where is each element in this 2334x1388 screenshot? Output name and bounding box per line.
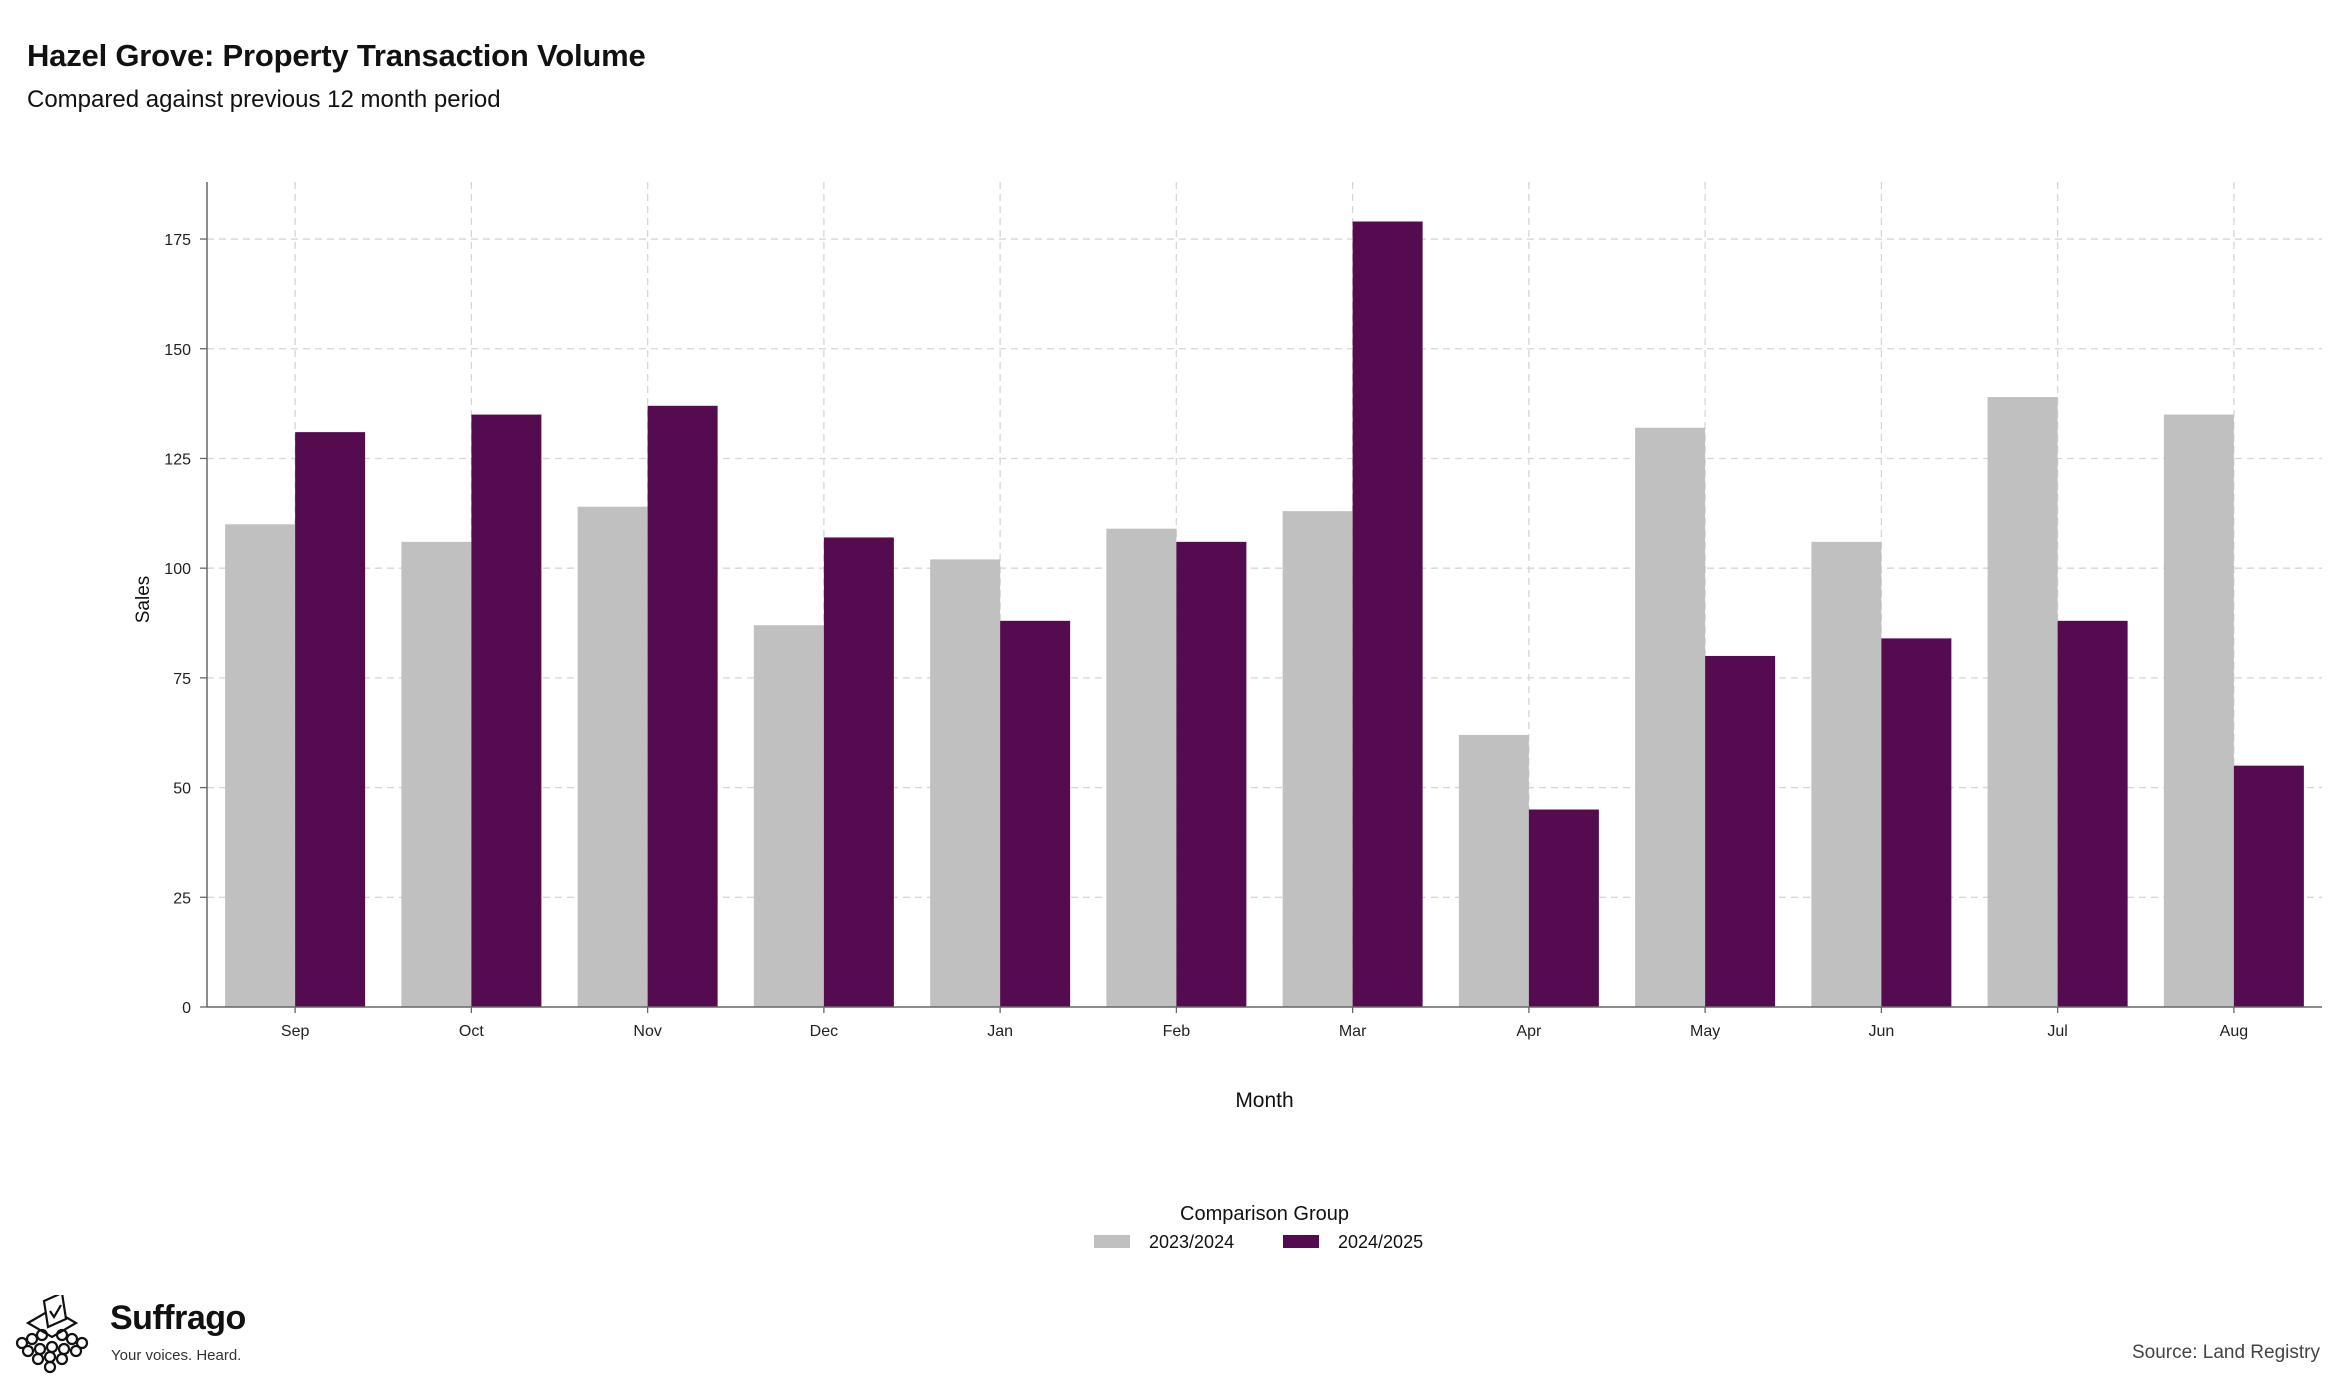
x-tick-label: May (1690, 1023, 1720, 1040)
bar-2023-2024-jul (1987, 397, 2058, 1007)
source-note: Source: Land Registry (2132, 1342, 2320, 1363)
bar-2023-2024-nov (577, 506, 648, 1007)
bar-2024-2025-mar (1352, 221, 1423, 1007)
x-tick-label: Jan (987, 1023, 1013, 1040)
y-tick-label: 125 (164, 451, 191, 468)
ballot-box-icon (15, 1291, 89, 1374)
bar-2023-2024-sep (225, 524, 296, 1007)
brand-tagline: Your voices. Heard. (111, 1347, 242, 1364)
chart-title: Hazel Grove: Property Transaction Volume (27, 38, 646, 73)
x-tick-label: Jun (1868, 1023, 1894, 1040)
legend-title: Comparison Group (1180, 1203, 1349, 1225)
bar-2023-2024-mar (1282, 511, 1353, 1007)
legend-label: 2024/2025 (1338, 1232, 1423, 1252)
bar-2024-2025-feb (1176, 541, 1247, 1007)
y-tick-label: 150 (164, 342, 191, 359)
y-tick-label: 25 (173, 890, 191, 907)
bar-2023-2024-jun (1811, 541, 1882, 1007)
bar-2024-2025-jan (1000, 620, 1071, 1007)
x-tick-label: Aug (2220, 1023, 2248, 1040)
bar-2023-2024-feb (1106, 528, 1177, 1007)
legend-label: 2023/2024 (1149, 1232, 1234, 1252)
bar-2024-2025-oct (471, 414, 542, 1007)
bar-2024-2025-apr (1528, 809, 1599, 1007)
bar-2023-2024-oct (401, 541, 472, 1007)
bar-2023-2024-may (1635, 427, 1706, 1007)
x-tick-label: Nov (633, 1023, 661, 1040)
bar-2024-2025-jul (2057, 620, 2128, 1007)
bar-2023-2024-dec (753, 625, 824, 1007)
y-axis-title: Sales (133, 576, 154, 624)
chart-subtitle: Compared against previous 12 month perio… (27, 86, 501, 113)
bar-2024-2025-aug (2233, 765, 2304, 1007)
bar-chart: 0 25 50 75 100 125 150 175 Sep Oct Nov Dec Jan Feb Mar… (133, 182, 2322, 1252)
x-tick-label: Dec (810, 1023, 838, 1040)
bar-2023-2024-jan (930, 559, 1001, 1007)
bar-2023-2024-aug (2163, 414, 2234, 1007)
y-tick-label: 75 (173, 671, 191, 688)
bar-2024-2025-nov (647, 405, 718, 1007)
brand-logo: Suffrago Your voices. Heard. (14, 1291, 274, 1375)
x-tick-label: Oct (459, 1023, 484, 1040)
bar-2023-2024-apr (1458, 734, 1529, 1007)
x-tick-label: Feb (1163, 1023, 1191, 1040)
y-tick-label: 175 (164, 232, 191, 249)
bar-2024-2025-sep (295, 432, 366, 1008)
brand-name: Suffrago (110, 1299, 246, 1337)
bar-2024-2025-may (1705, 655, 1776, 1007)
y-tick-label: 0 (182, 1000, 191, 1017)
bar-2024-2025-jun (1881, 638, 1952, 1007)
y-tick-label: 50 (173, 781, 191, 798)
bar-2024-2025-dec (823, 537, 894, 1007)
x-tick-label: Mar (1339, 1023, 1367, 1040)
legend-swatch (1283, 1235, 1319, 1248)
x-tick-label: Jul (2047, 1023, 2067, 1040)
x-tick-label: Apr (1516, 1023, 1542, 1040)
legend-swatch (1094, 1235, 1130, 1248)
y-tick-label: 100 (164, 561, 191, 578)
x-axis-title: Month (1235, 1089, 1293, 1112)
x-tick-label: Sep (281, 1023, 310, 1040)
